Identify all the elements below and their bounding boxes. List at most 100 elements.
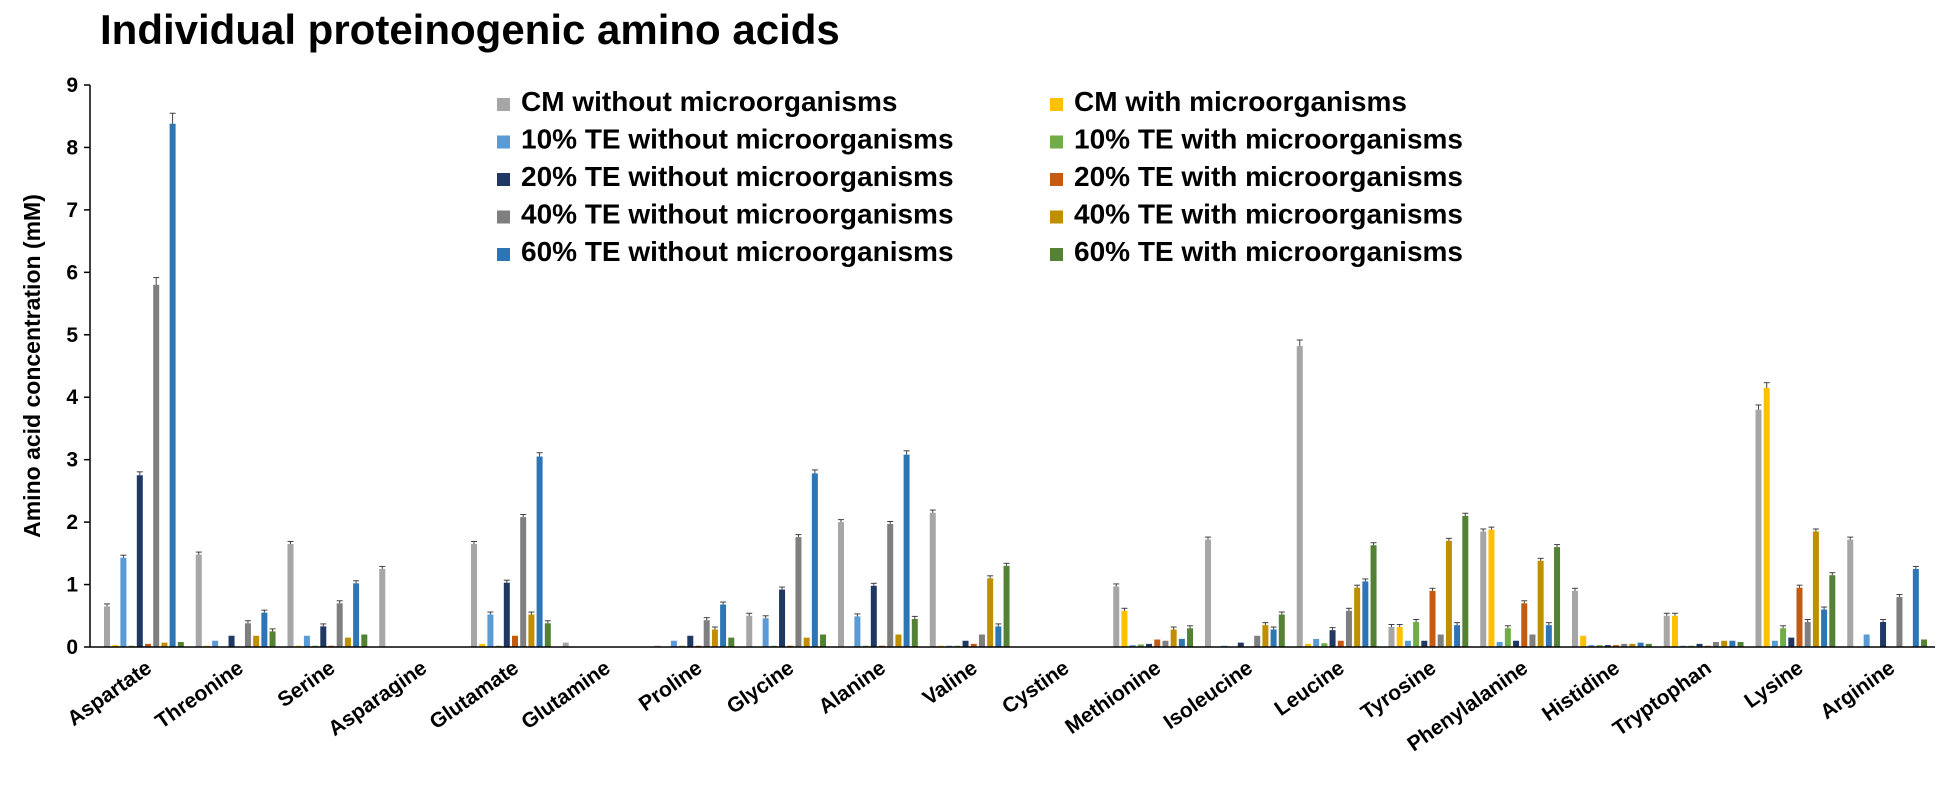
bar-valine-40pct-te-with-microorganisms (987, 578, 994, 647)
bar-leucine-cm-with-microorganisms (1304, 643, 1311, 647)
x-tick-label-proline: Proline (635, 656, 707, 716)
bar-aspartate-60pct-te-with-microorganisms (177, 642, 184, 647)
bar-methionine-cm-without-microorganisms (1113, 586, 1120, 647)
legend-label-40pct-te-with-microorganisms: 40% TE with microorganisms (1074, 199, 1463, 230)
bar-aspartate-20pct-te-without-microorganisms (136, 475, 143, 647)
bar-aspartate-40pct-te-without-microorganisms (153, 284, 160, 647)
bar-phenylalanine-20pct-te-without-microorganisms (1513, 640, 1520, 647)
bar-glycine-40pct-te-with-microorganisms (803, 637, 810, 647)
legend-label-10pct-te-without-microorganisms: 10% TE without microorganisms (521, 124, 954, 155)
bar-methionine-10pct-te-with-microorganisms (1137, 644, 1144, 647)
bar-glutamate-cm-with-microorganisms (479, 643, 486, 647)
bar-leucine-20pct-te-with-microorganisms (1337, 640, 1344, 647)
bar-lysine-60pct-te-without-microorganisms (1821, 609, 1828, 647)
bar-lysine-cm-with-microorganisms (1763, 387, 1770, 647)
bars (104, 112, 1928, 647)
x-tick-label-glutamate: Glutamate (426, 656, 523, 734)
x-tick-label-tyrosine: Tyrosine (1357, 656, 1441, 724)
bar-phenylalanine-40pct-te-with-microorganisms (1537, 560, 1544, 647)
bar-glutamate-20pct-te-without-microorganisms (503, 582, 510, 647)
bar-valine-cm-without-microorganisms (929, 512, 936, 647)
bar-isoleucine-60pct-te-with-microorganisms (1278, 614, 1285, 647)
bar-methionine-60pct-te-with-microorganisms (1187, 628, 1194, 647)
x-tick-label-aspartate: Aspartate (63, 656, 156, 730)
bar-methionine-10pct-te-without-microorganisms (1129, 645, 1136, 647)
x-tick-label-serine: Serine (274, 656, 340, 712)
bar-tyrosine-cm-with-microorganisms (1396, 627, 1403, 647)
bar-histidine-cm-without-microorganisms (1572, 590, 1578, 647)
bar-histidine-10pct-te-without-microorganisms (1588, 645, 1595, 647)
x-tick-label-asparagine: Asparagine (324, 656, 431, 740)
bar-arginine-40pct-te-without-microorganisms (1896, 597, 1903, 647)
bar-valine-40pct-te-without-microorganisms (978, 634, 985, 647)
bar-threonine-10pct-te-without-microorganisms (212, 640, 219, 647)
x-tick-label-histidine: Histidine (1538, 656, 1624, 726)
x-tick-label-arginine: Arginine (1816, 656, 1899, 724)
legend-label-60pct-te-without-microorganisms: 60% TE without microorganisms (521, 236, 954, 267)
bar-tyrosine-cm-without-microorganisms (1388, 627, 1395, 647)
bar-threonine-40pct-te-with-microorganisms (253, 635, 260, 647)
legend-label-20pct-te-with-microorganisms: 20% TE with microorganisms (1074, 161, 1463, 192)
bar-aspartate-20pct-te-with-microorganisms (145, 643, 151, 647)
bar-leucine-40pct-te-with-microorganisms (1354, 587, 1361, 647)
x-tick-label-glutamine: Glutamine (517, 656, 614, 734)
bar-lysine-10pct-te-with-microorganisms (1780, 628, 1787, 647)
bar-methionine-20pct-te-with-microorganisms (1154, 639, 1161, 647)
y-tick-label: 1 (66, 574, 78, 597)
bar-arginine-20pct-te-without-microorganisms (1880, 622, 1887, 647)
x-tick-label-alanine: Alanine (815, 656, 890, 718)
bar-lysine-20pct-te-with-microorganisms (1796, 587, 1803, 647)
bar-serine-10pct-te-without-microorganisms (303, 635, 310, 647)
bar-aspartate-cm-with-microorganisms (112, 645, 119, 647)
x-tick-label-isoleucine: Isoleucine (1160, 656, 1257, 734)
bar-alanine-40pct-te-with-microorganisms (895, 634, 902, 647)
x-tick-label-lysine: Lysine (1740, 656, 1807, 713)
y-tick-label: 3 (66, 449, 78, 472)
bar-glycine-60pct-te-without-microorganisms (811, 473, 818, 647)
bar-methionine-40pct-te-with-microorganisms (1170, 629, 1177, 647)
bar-histidine-40pct-te-with-microorganisms (1629, 643, 1636, 647)
bar-aspartate-10pct-te-without-microorganisms (120, 557, 127, 647)
bar-serine-60pct-te-with-microorganisms (361, 634, 368, 647)
bar-alanine-60pct-te-without-microorganisms (903, 454, 910, 647)
y-tick-label: 8 (66, 136, 78, 159)
bar-glycine-10pct-te-without-microorganisms (762, 618, 769, 647)
bar-threonine-20pct-te-without-microorganisms (228, 635, 235, 647)
legend-swatch-60pct-te-without-microorganisms (497, 248, 510, 261)
bar-alanine-10pct-te-without-microorganisms (854, 616, 861, 647)
bar-glycine-20pct-te-without-microorganisms (779, 589, 786, 647)
bar-threonine-40pct-te-without-microorganisms (244, 623, 251, 647)
bar-threonine-60pct-te-without-microorganisms (261, 612, 268, 647)
y-tick-label: 5 (66, 324, 78, 347)
bar-leucine-60pct-te-without-microorganisms (1362, 581, 1369, 647)
bar-valine-60pct-te-without-microorganisms (995, 626, 1002, 647)
bar-tyrosine-60pct-te-without-microorganisms (1454, 625, 1461, 647)
bar-proline-20pct-te-without-microorganisms (687, 635, 694, 647)
bar-leucine-10pct-te-with-microorganisms (1321, 643, 1328, 647)
bar-glycine-cm-without-microorganisms (746, 615, 753, 647)
bar-alanine-40pct-te-without-microorganisms (887, 523, 894, 647)
bar-proline-40pct-te-with-microorganisms (711, 629, 718, 647)
x-tick-label-methionine: Methionine (1061, 656, 1165, 738)
legend: CM without microorganisms CM with microor… (497, 86, 1463, 267)
bar-methionine-60pct-te-without-microorganisms (1178, 638, 1185, 647)
legend-label-cm-without-microorganisms: CM without microorganisms (521, 86, 897, 117)
legend-swatch-cm-without-microorganisms (497, 98, 510, 111)
x-tick-label-threonine: Threonine (151, 656, 247, 733)
bar-isoleucine-60pct-te-without-microorganisms (1270, 629, 1277, 647)
bar-valine-20pct-te-without-microorganisms (962, 640, 969, 647)
bar-glycine-40pct-te-without-microorganisms (795, 537, 802, 647)
bar-aspartate-60pct-te-without-microorganisms (169, 123, 176, 647)
bar-serine-40pct-te-with-microorganisms (344, 637, 351, 647)
bar-histidine-10pct-te-with-microorganisms (1596, 645, 1603, 647)
y-tick-label: 7 (66, 199, 78, 222)
bar-tryptophan-40pct-te-without-microorganisms (1712, 642, 1719, 647)
bar-histidine-20pct-te-with-microorganisms (1613, 645, 1619, 647)
bar-serine-cm-without-microorganisms (287, 543, 294, 647)
bar-glutamate-60pct-te-with-microorganisms (544, 623, 551, 647)
bar-histidine-60pct-te-with-microorganisms (1645, 643, 1652, 647)
bar-tyrosine-10pct-te-with-microorganisms (1413, 622, 1420, 647)
bar-glutamate-60pct-te-without-microorganisms (536, 456, 543, 647)
bar-isoleucine-40pct-te-with-microorganisms (1262, 625, 1269, 647)
